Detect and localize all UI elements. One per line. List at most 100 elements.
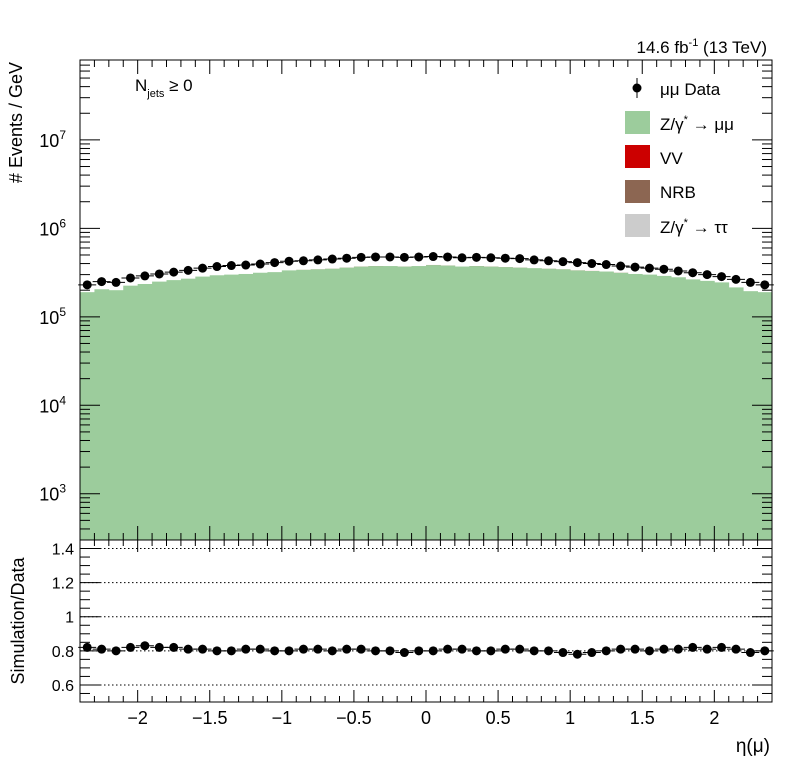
legend-label-ztt: Z/γ* → ττ [660, 217, 728, 237]
data-point [154, 269, 164, 279]
data-point [255, 259, 265, 269]
ratio-point [298, 644, 308, 654]
x-tick-label: −2 [127, 708, 148, 728]
bar-zmm [743, 291, 758, 540]
ratio-point [270, 646, 280, 656]
data-point [443, 252, 453, 262]
ratio-point [529, 646, 539, 656]
data-point [82, 280, 92, 290]
data-point [500, 253, 510, 263]
ratio-point [284, 646, 294, 656]
legend-label-nrb: NRB [660, 183, 696, 202]
ratio-point [601, 646, 611, 656]
y-tick-label: 104 [39, 393, 66, 416]
data-point [616, 261, 626, 271]
y-tick-label: 107 [39, 128, 66, 151]
bar-zmm [642, 274, 658, 540]
ratio-y-ticks: 0.6 0.8 1 1.2 1.4 [52, 539, 772, 703]
data-point [97, 277, 107, 287]
bar-zmm [498, 267, 513, 540]
ratio-point [630, 644, 640, 654]
bar-zmm [584, 270, 600, 540]
bar-zmm [166, 280, 182, 540]
x-tick-label: 0 [421, 708, 431, 728]
lumi-label: 14.6 fb-1 (13 TeV) [637, 37, 767, 57]
x-tick-label: 2 [709, 708, 719, 728]
bar-zmm [685, 279, 701, 540]
data-point [457, 253, 467, 263]
ratio-point [342, 644, 352, 654]
ratio-point [486, 646, 496, 656]
ratio-point [688, 642, 698, 652]
bar-zmm [339, 267, 355, 540]
data-point [356, 252, 366, 262]
ratio-point [111, 646, 121, 656]
data-point [212, 262, 222, 272]
legend-label-data: μμ Data [660, 80, 721, 99]
data-point [515, 254, 525, 264]
legend-swatch-ztt [625, 214, 650, 237]
ratio-point [544, 646, 554, 656]
bar-zmm [195, 276, 211, 540]
ratio-point [500, 644, 510, 654]
x-tick-label: 1 [565, 708, 575, 728]
bar-zmm [483, 266, 499, 540]
bar-zmm [728, 287, 744, 540]
ratio-point [443, 644, 453, 654]
data-point [486, 253, 496, 263]
ratio-y-tick-label: 1 [65, 610, 74, 627]
data-point [371, 252, 381, 262]
ratio-point [82, 642, 92, 652]
ratio-point [154, 642, 164, 652]
legend-label-vv: VV [660, 149, 683, 168]
top-panel-bars [80, 264, 773, 540]
ratio-point [241, 644, 251, 654]
legend-marker-data [632, 83, 642, 93]
ratio-point [212, 646, 222, 656]
ratio-point [255, 644, 265, 654]
ratio-point [356, 644, 366, 654]
ratio-point [572, 649, 582, 659]
bar-zmm [570, 270, 585, 540]
ratio-y-tick-label: 1.2 [52, 576, 74, 593]
bar-zmm [555, 269, 571, 540]
ratio-point [327, 646, 337, 656]
ratio-point [198, 644, 208, 654]
data-point [169, 267, 179, 277]
x-tick-label: 1.5 [630, 708, 655, 728]
data-point [644, 263, 654, 273]
data-point [342, 253, 352, 263]
legend-swatch-zmm [625, 111, 650, 134]
bar-zmm [454, 266, 470, 540]
legend-entry-vv: VV [625, 145, 683, 168]
data-point [702, 270, 712, 280]
ratio-point [226, 646, 236, 656]
data-point [587, 259, 597, 269]
data-point [111, 277, 121, 287]
legend: μμ Data Z/γ* → μμ VV NRB Z/γ* → ττ [625, 78, 734, 237]
ratio-y-tick-label: 0.8 [52, 644, 74, 661]
bar-zmm [714, 282, 730, 540]
top-panel-x-ticks [79, 60, 773, 540]
bar-zmm [699, 280, 715, 540]
x-tick-label: −1 [272, 708, 293, 728]
legend-swatch-vv [625, 145, 650, 168]
bar-zmm [353, 266, 369, 540]
ratio-point [183, 644, 193, 654]
x-axis-label: η(μ) [736, 736, 770, 757]
ratio-point [97, 644, 107, 654]
data-point [198, 263, 208, 273]
x-tick-label: −0.5 [336, 708, 372, 728]
ratio-point [125, 642, 135, 652]
ratio-y-tick-label: 1.4 [52, 542, 74, 559]
ratio-point [745, 648, 755, 658]
bar-zmm [209, 275, 225, 540]
bar-zmm [94, 289, 110, 540]
bar-zmm [108, 290, 124, 540]
bar-zmm [296, 269, 312, 540]
bar-zmm [599, 271, 614, 540]
data-point [544, 256, 554, 266]
data-point [284, 256, 294, 266]
ratio-data-points [78, 641, 774, 659]
bar-zmm [224, 274, 239, 540]
